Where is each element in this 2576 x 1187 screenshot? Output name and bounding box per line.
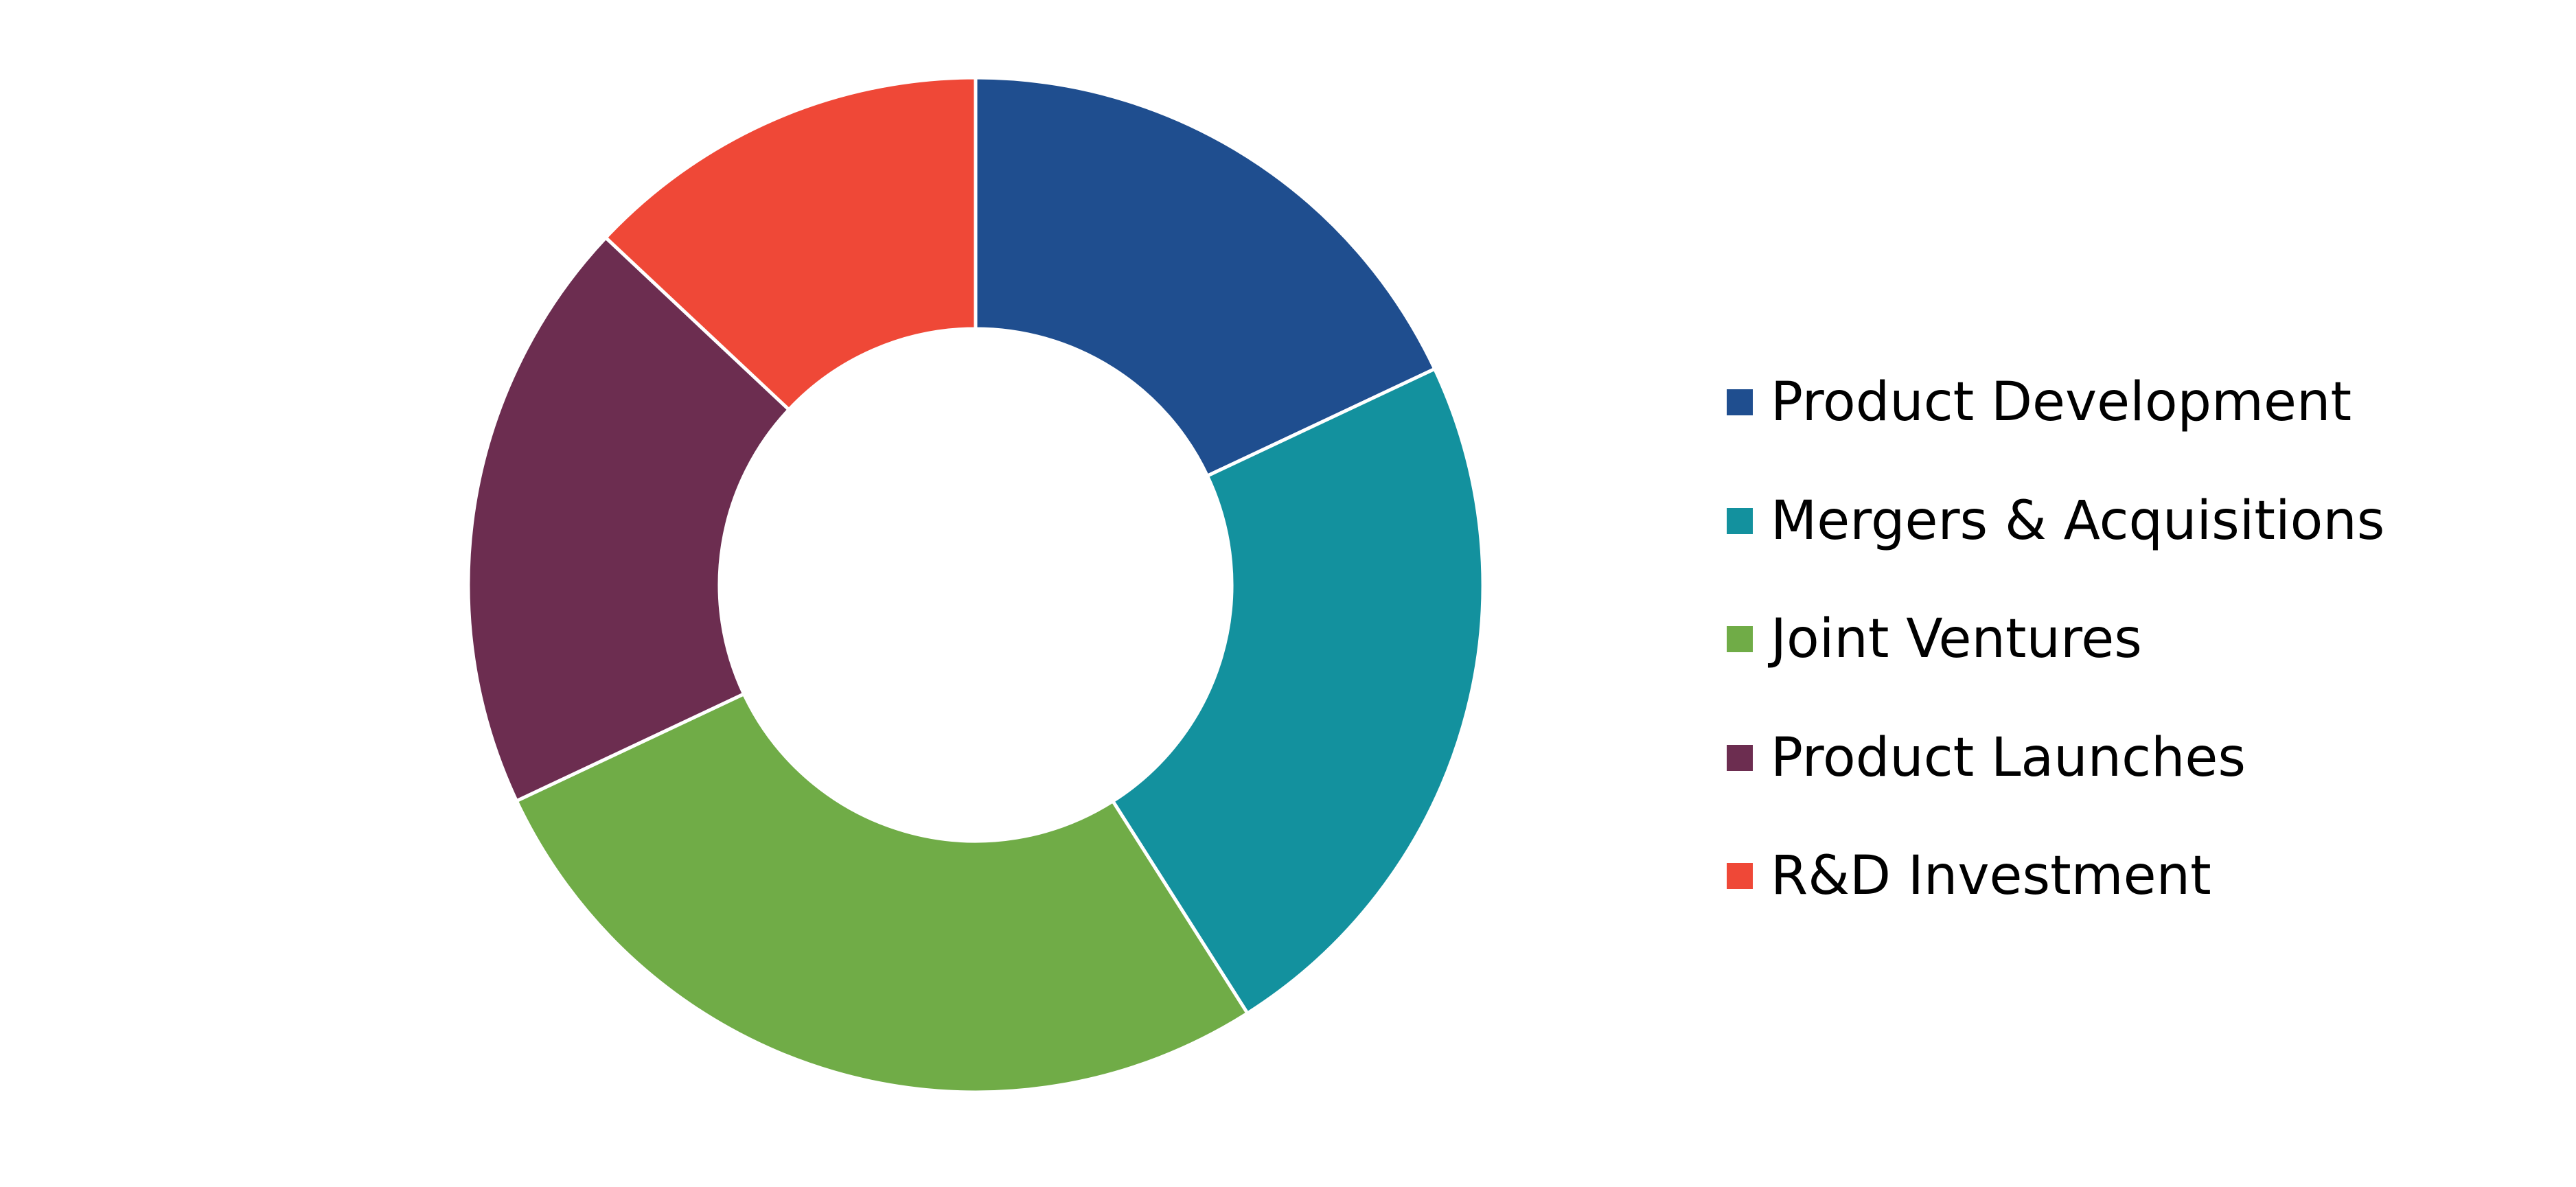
donut-slice-joint-ventures — [514, 691, 1250, 1094]
donut-slice-product-launches — [466, 235, 792, 803]
legend-item: R&D Investment — [1727, 817, 2384, 936]
legend-swatch — [1727, 626, 1753, 653]
legend-swatch — [1727, 507, 1753, 534]
legend-item: Product Launches — [1727, 699, 2384, 818]
donut-slice-mergers-acquisitions — [1110, 367, 1485, 1016]
legend-item: Mergers & Acquisitions — [1727, 462, 2384, 581]
donut-slice-r-d-investment — [603, 76, 978, 413]
donut-slice-product-development — [974, 76, 1437, 479]
legend-label: R&D Investment — [1771, 845, 2211, 908]
legend-swatch — [1727, 744, 1753, 771]
legend-label: Joint Ventures — [1771, 608, 2142, 671]
legend-swatch — [1727, 863, 1753, 890]
legend-swatch — [1727, 389, 1753, 416]
legend: Product Development Mergers & Acquisitio… — [1727, 343, 2384, 936]
legend-label: Product Development — [1771, 371, 2352, 434]
legend-label: Mergers & Acquisitions — [1771, 489, 2385, 552]
legend-item: Joint Ventures — [1727, 580, 2384, 699]
legend-item: Product Development — [1727, 343, 2384, 462]
legend-label: Product Launches — [1771, 726, 2246, 789]
